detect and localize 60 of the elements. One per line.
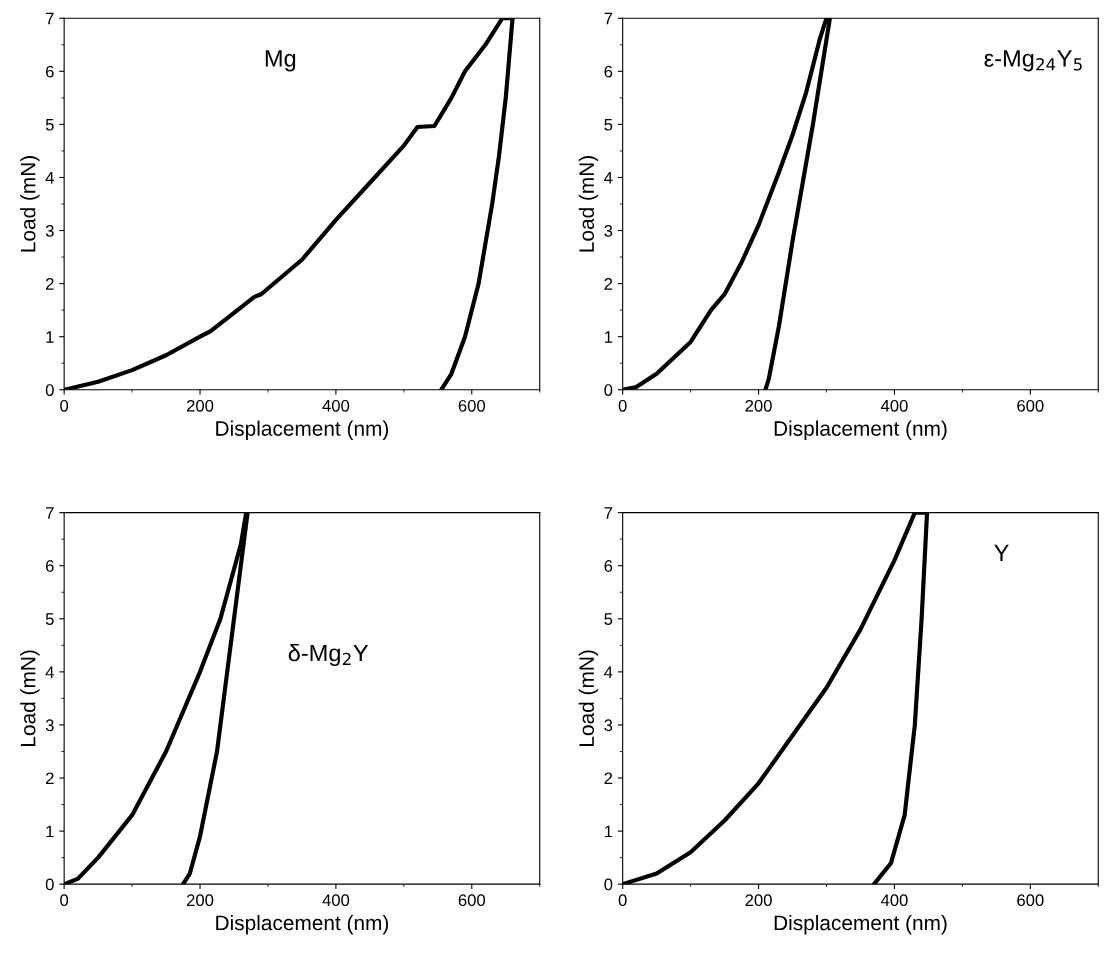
y-tick-label: 7: [604, 12, 613, 25]
y-tick-label: 4: [604, 172, 613, 184]
annotation: ε-Mg$_{24}$Y$_{5}$: [984, 50, 1082, 72]
annotation: δ-Mg$_{2}$Y: [288, 644, 369, 667]
x-tick-label: 400: [322, 399, 350, 412]
x-axis-title: Displacement (nm): [216, 914, 389, 935]
y-tick-label: 3: [45, 719, 54, 732]
x-tick-label: 600: [458, 894, 486, 907]
x-tick-label: 600: [1017, 894, 1044, 907]
x-tick-label: 200: [186, 399, 214, 412]
y-tick-label: 6: [604, 65, 613, 78]
y-tick-label: 2: [46, 278, 54, 290]
x-tick-label: 400: [880, 399, 908, 412]
annotation: Mg: [265, 50, 296, 72]
x-tick-label: 600: [458, 399, 486, 412]
y-tick-label: 4: [604, 666, 613, 678]
x-axis-title: Displacement (nm): [216, 420, 389, 440]
x-tick-label: 0: [60, 894, 69, 907]
x-tick-label: 200: [745, 894, 772, 907]
y-axis-title: Load (mN): [578, 650, 599, 746]
y-tick-label: 5: [45, 613, 54, 625]
x-tick-label: 400: [880, 894, 908, 907]
y-tick-label: 2: [604, 772, 613, 785]
y-tick-label: 0: [604, 878, 613, 891]
y-tick-label: 0: [45, 878, 54, 891]
x-axis-title: Displacement (nm): [774, 914, 947, 935]
x-tick-label: 0: [618, 399, 627, 412]
y-tick-label: 1: [46, 331, 54, 343]
y-tick-label: 7: [46, 507, 54, 519]
x-tick-label: 600: [1017, 399, 1044, 412]
y-tick-label: 6: [46, 560, 54, 572]
y-tick-label: 0: [604, 384, 613, 396]
y-tick-label: 5: [604, 118, 613, 131]
y-tick-label: 1: [46, 825, 54, 838]
x-tick-label: 0: [60, 399, 69, 412]
y-tick-label: 6: [604, 560, 613, 572]
y-tick-label: 6: [46, 65, 54, 78]
y-tick-label: 5: [45, 118, 54, 131]
y-tick-label: 7: [46, 12, 54, 25]
y-tick-label: 3: [604, 719, 613, 732]
y-tick-label: 4: [45, 666, 54, 678]
x-tick-label: 200: [186, 894, 214, 907]
y-tick-label: 3: [604, 224, 613, 237]
y-tick-label: 2: [604, 278, 613, 290]
y-tick-label: 3: [45, 224, 54, 237]
y-axis-title: Load (mN): [578, 156, 599, 252]
y-tick-label: 4: [45, 172, 54, 184]
y-tick-label: 0: [45, 384, 54, 396]
x-axis-title: Displacement (nm): [774, 420, 947, 440]
y-tick-label: 1: [604, 825, 613, 838]
x-tick-label: 200: [745, 399, 772, 412]
y-axis-title: Load (mN): [20, 650, 40, 746]
y-axis-title: Load (mN): [20, 156, 40, 252]
x-tick-label: 400: [322, 894, 350, 907]
annotation: Y: [994, 544, 1009, 561]
y-tick-label: 2: [46, 772, 54, 785]
y-tick-label: 5: [604, 613, 613, 625]
y-tick-label: 1: [604, 331, 613, 343]
y-tick-label: 7: [604, 507, 613, 519]
x-tick-label: 0: [618, 894, 627, 907]
